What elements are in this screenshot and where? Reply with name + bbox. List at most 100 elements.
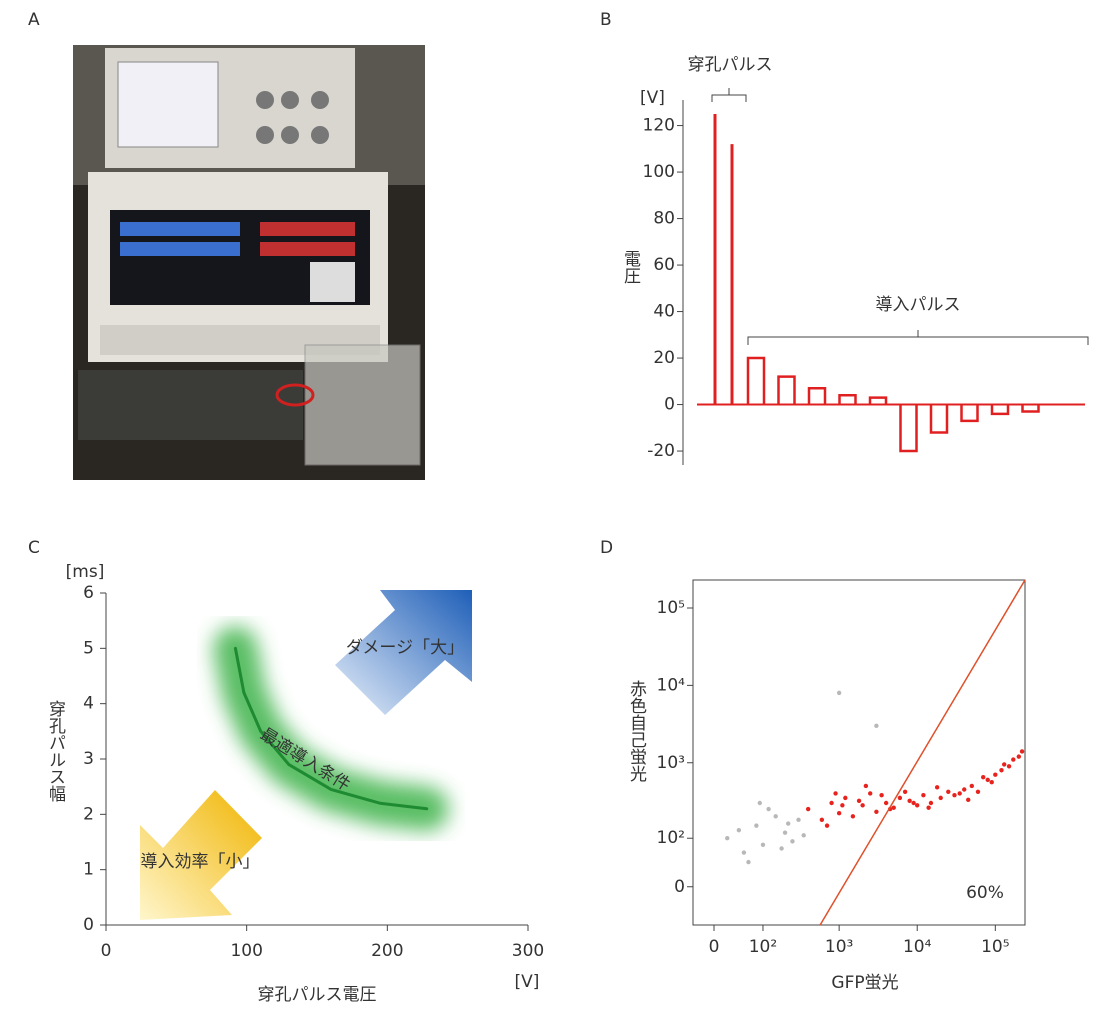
y-tick-label: 120 [643, 116, 675, 136]
y-unit: [V] [640, 88, 665, 108]
point [760, 842, 766, 847]
point [926, 805, 931, 810]
point [773, 814, 778, 819]
x-tick-label: 10⁵ [981, 937, 1009, 957]
annotation: ダメージ「大」 [346, 638, 464, 658]
point [915, 803, 920, 808]
y-tick-label: 0 [664, 395, 675, 415]
y-tick-label: 5 [83, 638, 94, 658]
point [934, 785, 940, 790]
point [836, 811, 842, 816]
point [796, 817, 801, 822]
point [952, 792, 957, 798]
point [874, 809, 879, 814]
point [975, 789, 981, 795]
point [999, 768, 1004, 773]
point [969, 783, 974, 789]
pulse [899, 404, 918, 453]
point [779, 846, 784, 851]
y-tick-label: 80 [653, 209, 675, 229]
y-tick-label: 0 [83, 915, 94, 935]
point [805, 806, 811, 812]
y-tick-label: 10² [657, 828, 685, 848]
x-tick-label: 0 [101, 941, 112, 961]
pulse [1021, 404, 1040, 413]
point [907, 798, 912, 804]
y-axis-label: 赤色自己蛍光 [626, 680, 647, 783]
point [911, 800, 916, 806]
y-tick-label: 0 [674, 877, 685, 897]
point [782, 830, 788, 835]
point [833, 791, 838, 796]
point [860, 803, 865, 808]
point [840, 803, 845, 808]
y-tick-label: -20 [647, 441, 675, 461]
x-tick-label: 10⁴ [903, 937, 932, 957]
x-tick-label: 200 [371, 941, 403, 961]
y-tick-label: 6 [83, 583, 94, 603]
arrow [335, 590, 472, 715]
point [829, 800, 834, 806]
point [883, 800, 889, 806]
point [856, 798, 862, 804]
curve [233, 646, 429, 811]
point [863, 783, 869, 789]
arrow [140, 790, 262, 920]
point [736, 827, 742, 833]
photo [73, 45, 425, 480]
y-tick-label: 10⁴ [657, 675, 686, 695]
y-axis-label: 穿孔パルス幅 [45, 700, 66, 802]
point [966, 797, 971, 803]
point [801, 833, 806, 838]
point [897, 795, 903, 801]
y-tick-label: 1 [83, 860, 94, 880]
point [819, 817, 825, 822]
x-tick-label: 300 [512, 941, 544, 961]
point [1002, 762, 1007, 767]
point [746, 859, 751, 865]
point [790, 839, 795, 844]
pulse [777, 375, 796, 405]
y-tick-label: 60 [653, 255, 675, 275]
point [874, 723, 879, 729]
point [1006, 764, 1012, 769]
bracket [711, 88, 747, 102]
x-tick-label: 0 [709, 937, 720, 957]
x-tick-label: 10² [749, 937, 777, 957]
y-axis-label: 電圧 [620, 250, 641, 284]
x-axis-label: 穿孔パルス電圧 [258, 985, 377, 1005]
annotation: 導入パルス [876, 295, 961, 315]
annotation: 60% [966, 883, 1004, 903]
panel-label: A [28, 10, 40, 30]
plot-frame [692, 579, 1026, 926]
point [921, 792, 926, 798]
point [879, 792, 884, 798]
annotation: 穿孔パルス [688, 55, 773, 75]
pulse [746, 356, 766, 405]
gate-line [819, 579, 1026, 926]
point [1016, 754, 1022, 759]
point [1019, 749, 1025, 754]
pulse [838, 394, 857, 405]
y-unit: [ms] [66, 562, 105, 582]
point [725, 836, 730, 841]
point [843, 795, 848, 801]
point [1011, 757, 1016, 762]
point [891, 805, 896, 810]
pulse [929, 404, 949, 434]
point [741, 850, 747, 855]
y-tick-label: 10³ [657, 753, 685, 773]
y-tick-label: 3 [83, 749, 94, 769]
point [993, 772, 998, 777]
bracket [747, 330, 1089, 345]
y-tick-label: 20 [653, 348, 675, 368]
point [824, 823, 830, 828]
x-unit: [V] [515, 972, 540, 992]
point [962, 787, 967, 792]
point [946, 789, 951, 795]
point [989, 779, 994, 785]
point [836, 690, 842, 696]
x-tick-label: 100 [230, 941, 262, 961]
y-tick-label: 10⁵ [657, 598, 685, 618]
